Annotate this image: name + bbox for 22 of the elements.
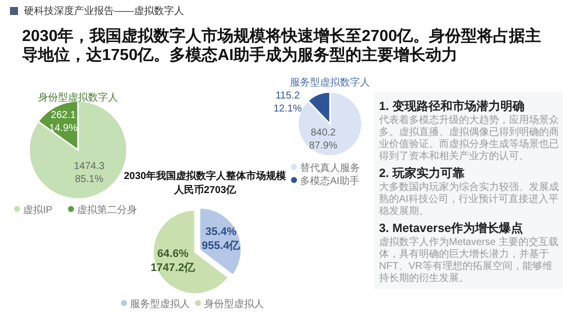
text: 2030年，我国虚拟数字人市场规模将快速增长至2700亿。身份型将占据主导地位，达1750亿。多模态AI助手成为服务型的主要增长动力 bbox=[22, 27, 542, 65]
data-label: 115.2 12.1% bbox=[273, 90, 302, 114]
chart-title: 服务型虚拟数字人 bbox=[290, 76, 370, 88]
text: 3. Metaverse作为增长爆点 bbox=[379, 221, 524, 235]
legend-label: 虚拟IP bbox=[23, 204, 53, 216]
legend-label: 虚拟第二分身 bbox=[77, 204, 137, 216]
text: 代表着多模态升级的大趋势，应用场景众多。虚拟直播、虚拟偶像已得到明确的商业价值验证。而虚拟分身生成等场景也已得到了资本和相关产业方的认可。 bbox=[379, 115, 560, 163]
data-label: 35.4% 955.4亿 bbox=[202, 226, 242, 252]
chart-title: 2030年我国虚拟数字人整体市场规模人民币2703亿 bbox=[124, 170, 288, 196]
chart-title: 身份型虚拟数字人 bbox=[38, 92, 118, 104]
data-label: 262.1 14.9% bbox=[49, 110, 78, 134]
data-label: 840.2 87.9% bbox=[309, 128, 338, 152]
text: 大多数国内玩家为综合实力较强、发展成熟的AI科技公司，行业预计可直接进入平稳发展期。 bbox=[379, 182, 560, 218]
text: 2. 玩家实力可靠 bbox=[379, 166, 466, 180]
legend-label: 服务型虚拟人 bbox=[130, 298, 190, 310]
legend-label: 身份型虚拟人 bbox=[204, 298, 264, 310]
text: 虚拟数字人作为Metaverse 主要的交互载体，具有明确的巨大增长潜力，并基于NFT、VR等有理想的拓展空间，能够维持长期的衍生发展。 bbox=[379, 237, 560, 285]
legend-label: 替代真人服务 bbox=[300, 162, 360, 174]
text: 1. 变现路径和市场潜力明确 bbox=[379, 99, 526, 113]
text: 硬科技深度产业报告——虚拟数字人 bbox=[24, 4, 184, 18]
data-label: 1474.3 85.1% bbox=[74, 160, 105, 185]
legend-label: 多模态AI助手 bbox=[300, 175, 360, 187]
